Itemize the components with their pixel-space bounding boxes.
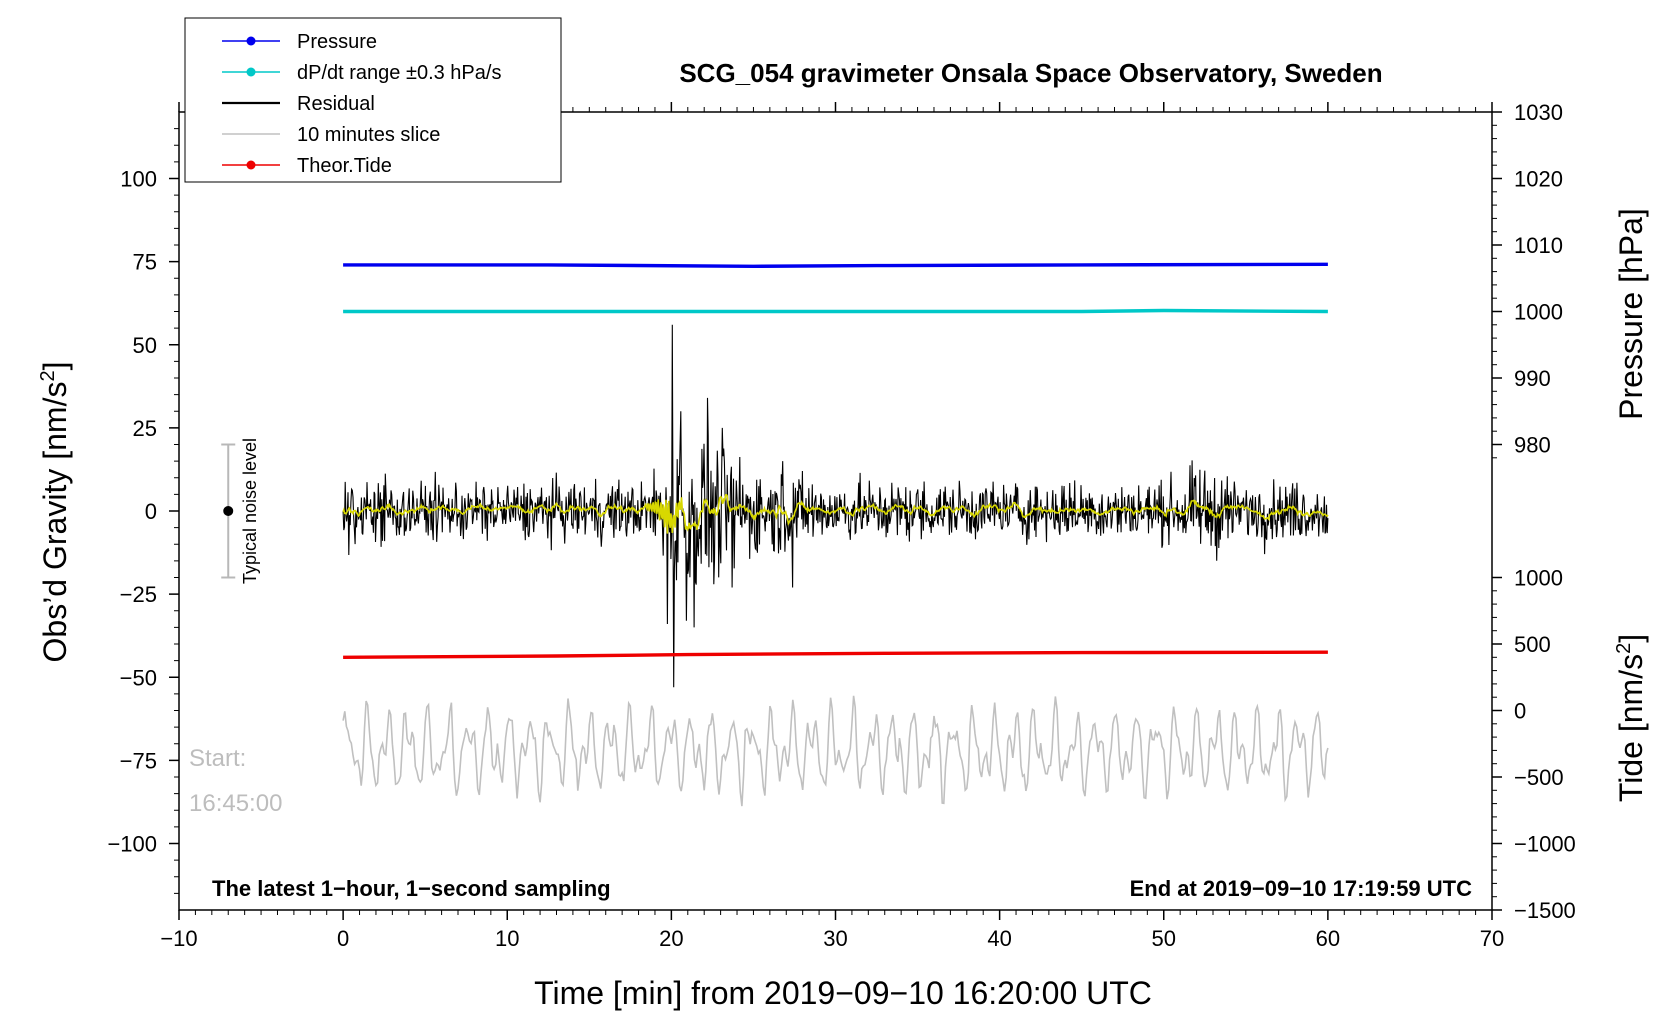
start-label: Start: — [189, 745, 246, 772]
tide-axis-title-base: Tide [nm/s — [1613, 654, 1649, 802]
x-tick-label: 30 — [823, 926, 847, 951]
y-left-tick-label: −25 — [120, 582, 157, 607]
legend-label: Theor.Tide — [297, 155, 392, 177]
legend-box — [184, 17, 562, 183]
noise-level-indicator: Typical noise level — [221, 438, 260, 584]
pressure-tick-label: 1010 — [1514, 233, 1563, 258]
y-left-tick-label: −50 — [120, 665, 157, 690]
x-tick-label: 10 — [495, 926, 519, 951]
y-left-tick-label: 50 — [133, 333, 157, 358]
y-left-axis-title-sup: 2 — [37, 370, 59, 381]
y-left-tick-label: 75 — [133, 250, 157, 275]
x-tick-label: 0 — [337, 926, 349, 951]
legend-label: dP/dt range ±0.3 hPa/s — [297, 62, 501, 84]
legend-label: Residual — [297, 93, 375, 115]
pressure-tick-label: 1000 — [1514, 300, 1563, 325]
tide-axis-title-sup: 2 — [1613, 643, 1635, 654]
y-left-tick-label: 0 — [145, 499, 157, 524]
noise-level-label: Typical noise level — [240, 438, 260, 584]
chart-title: SCG_054 gravimeter Onsala Space Observat… — [679, 58, 1382, 88]
y-left-tick-label: −100 — [107, 832, 157, 857]
y-left-axis-title: Obs’d Gravity [nm/s2] — [37, 362, 73, 663]
tide-axis-ticks: 1000 500 0 −500 −1000 −1500 — [1492, 566, 1576, 923]
series-smoothed-residual — [342, 494, 1329, 534]
tide-axis-title-close: ] — [1613, 634, 1649, 643]
x-tick-label: 60 — [1316, 926, 1340, 951]
tide-tick-label: 500 — [1514, 632, 1551, 657]
x-tick-label: 70 — [1480, 926, 1504, 951]
x-tick-label: 50 — [1152, 926, 1176, 951]
tide-tick-label: −1000 — [1514, 832, 1576, 857]
tide-tick-label: 1000 — [1514, 566, 1563, 591]
x-tick-label: 40 — [987, 926, 1011, 951]
x-tick-label: 20 — [659, 926, 683, 951]
y-left-axis-title-base: Obs’d Gravity [nm/s — [37, 382, 73, 663]
series-residual — [342, 324, 1329, 688]
pressure-tick-label: 1030 — [1514, 100, 1563, 125]
legend-swatch-marker — [246, 36, 256, 46]
pressure-axis-title: Pressure [hPa] — [1613, 208, 1649, 420]
y-left-tick-label: 25 — [133, 416, 157, 441]
x-axis-title: Time [min] from 2019−09−10 16:20:00 UTC — [534, 975, 1152, 1011]
legend-label: 10 minutes slice — [297, 124, 440, 146]
series-dpdt-range — [343, 308, 1328, 314]
tide-tick-label: −500 — [1514, 765, 1564, 790]
y-left-axis-ticks: 100 75 50 25 0 −25 −50 −75 −100 — [107, 128, 179, 894]
pressure-tick-label: 1020 — [1514, 167, 1563, 192]
legend: Pressure dP/dt range ±0.3 hPa/s Residual 10… — [184, 17, 562, 183]
series-layer — [342, 262, 1329, 807]
tide-tick-label: −1500 — [1514, 898, 1576, 923]
start-time: 16:45:00 — [189, 790, 282, 817]
legend-swatch-marker — [246, 160, 256, 170]
series-theoretical-tide — [343, 650, 1328, 659]
x-tick-label: −10 — [160, 926, 197, 951]
legend-items: Pressure dP/dt range ±0.3 hPa/s Residual 10… — [222, 31, 501, 177]
pressure-tick-label: 990 — [1514, 366, 1551, 391]
noise-level-center-dot — [223, 506, 234, 516]
footer-right-text: End at 2019−09−10 17:19:59 UTC — [1130, 876, 1473, 901]
pressure-axis-ticks: 1030 1020 1010 1000 990 980 — [1492, 100, 1563, 459]
series-10-minutes-slice — [342, 695, 1329, 807]
tide-tick-label: 0 — [1514, 699, 1526, 724]
y-left-axis-title-close: ] — [37, 362, 73, 371]
series-pressure — [343, 262, 1328, 269]
legend-label: Pressure — [297, 31, 377, 53]
tide-axis-title: Tide [nm/s2] — [1613, 634, 1649, 802]
y-left-tick-label: −75 — [120, 748, 157, 773]
footer-left-text: The latest 1−hour, 1−second sampling — [212, 876, 611, 901]
pressure-tick-label: 980 — [1514, 433, 1551, 458]
legend-swatch-marker — [246, 67, 256, 77]
y-left-tick-label: 100 — [120, 167, 157, 192]
x-axis-ticks: −10 0 10 20 30 40 50 60 70 — [160, 102, 1504, 951]
